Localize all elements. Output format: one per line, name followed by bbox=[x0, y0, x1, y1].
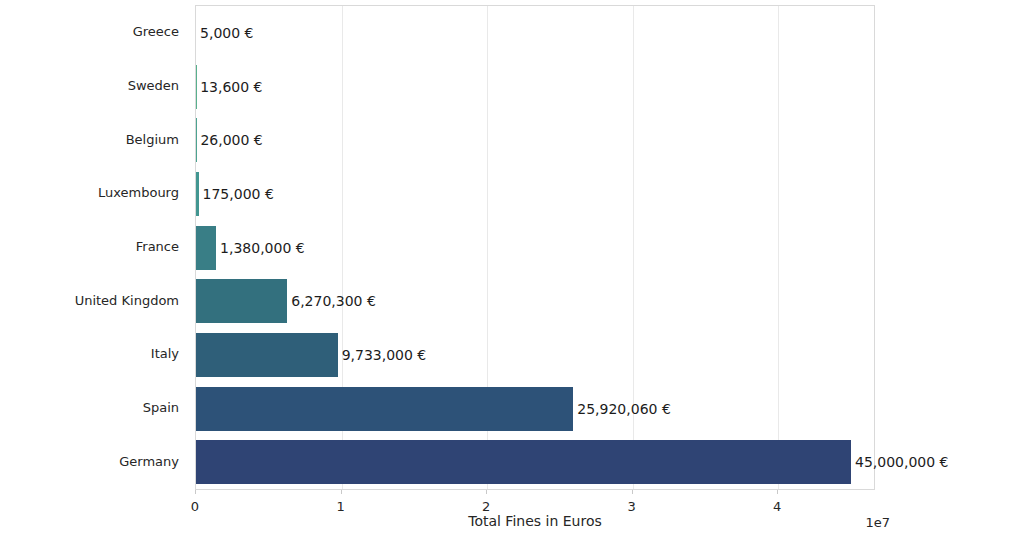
x-tick-label: 1 bbox=[336, 499, 344, 514]
bar-italy bbox=[196, 333, 338, 377]
y-tick-label-luxembourg: Luxembourg bbox=[0, 166, 187, 220]
bar-value-label: 5,000 € bbox=[200, 11, 253, 55]
bar-value-label: 13,600 € bbox=[200, 65, 262, 109]
x-tick-mark bbox=[486, 490, 487, 494]
y-tick-label-germany: Germany bbox=[0, 434, 187, 488]
x-tick-mark bbox=[195, 490, 196, 494]
y-tick-label-greece: Greece bbox=[0, 5, 187, 59]
gridline bbox=[778, 6, 779, 489]
x-axis-title: Total Fines in Euros bbox=[195, 513, 875, 529]
bar-united-kingdom bbox=[196, 279, 287, 323]
x-tick-label: 0 bbox=[191, 499, 199, 514]
y-tick-label-united-kingdom: United Kingdom bbox=[0, 273, 187, 327]
figure: 5,000 € 13,600 € 26,000 € 175,000 € 1,380,00… bbox=[0, 0, 1024, 536]
bar-germany bbox=[196, 440, 851, 484]
bar-value-label: 45,000,000 € bbox=[855, 440, 949, 484]
y-tick-label-spain: Spain bbox=[0, 381, 187, 435]
x-tick-mark bbox=[777, 490, 778, 494]
bar-luxembourg bbox=[196, 172, 199, 216]
x-tick-label: 2 bbox=[482, 499, 490, 514]
y-axis-labels: GreeceSwedenBelgiumLuxembourgFranceUnite… bbox=[0, 5, 187, 490]
bar-value-label: 175,000 € bbox=[203, 172, 274, 216]
bar-value-label: 6,270,300 € bbox=[291, 279, 376, 323]
x-tick-label: 4 bbox=[773, 499, 781, 514]
bar-value-label: 9,733,000 € bbox=[342, 333, 427, 377]
bar-value-label: 25,920,060 € bbox=[577, 387, 671, 431]
bar-spain bbox=[196, 387, 573, 431]
plot-area: 5,000 € 13,600 € 26,000 € 175,000 € 1,380,00… bbox=[195, 5, 875, 490]
y-tick-label-france: France bbox=[0, 220, 187, 274]
bar-value-label: 26,000 € bbox=[200, 118, 262, 162]
axis-offset-label: 1e7 bbox=[795, 515, 890, 530]
x-tick-label: 3 bbox=[628, 499, 636, 514]
x-tick-mark bbox=[632, 490, 633, 494]
y-tick-label-belgium: Belgium bbox=[0, 112, 187, 166]
x-tick-mark bbox=[341, 490, 342, 494]
bar-france bbox=[196, 226, 216, 270]
bar-value-label: 1,380,000 € bbox=[220, 226, 305, 270]
y-tick-label-italy: Italy bbox=[0, 327, 187, 381]
y-tick-label-sweden: Sweden bbox=[0, 59, 187, 113]
